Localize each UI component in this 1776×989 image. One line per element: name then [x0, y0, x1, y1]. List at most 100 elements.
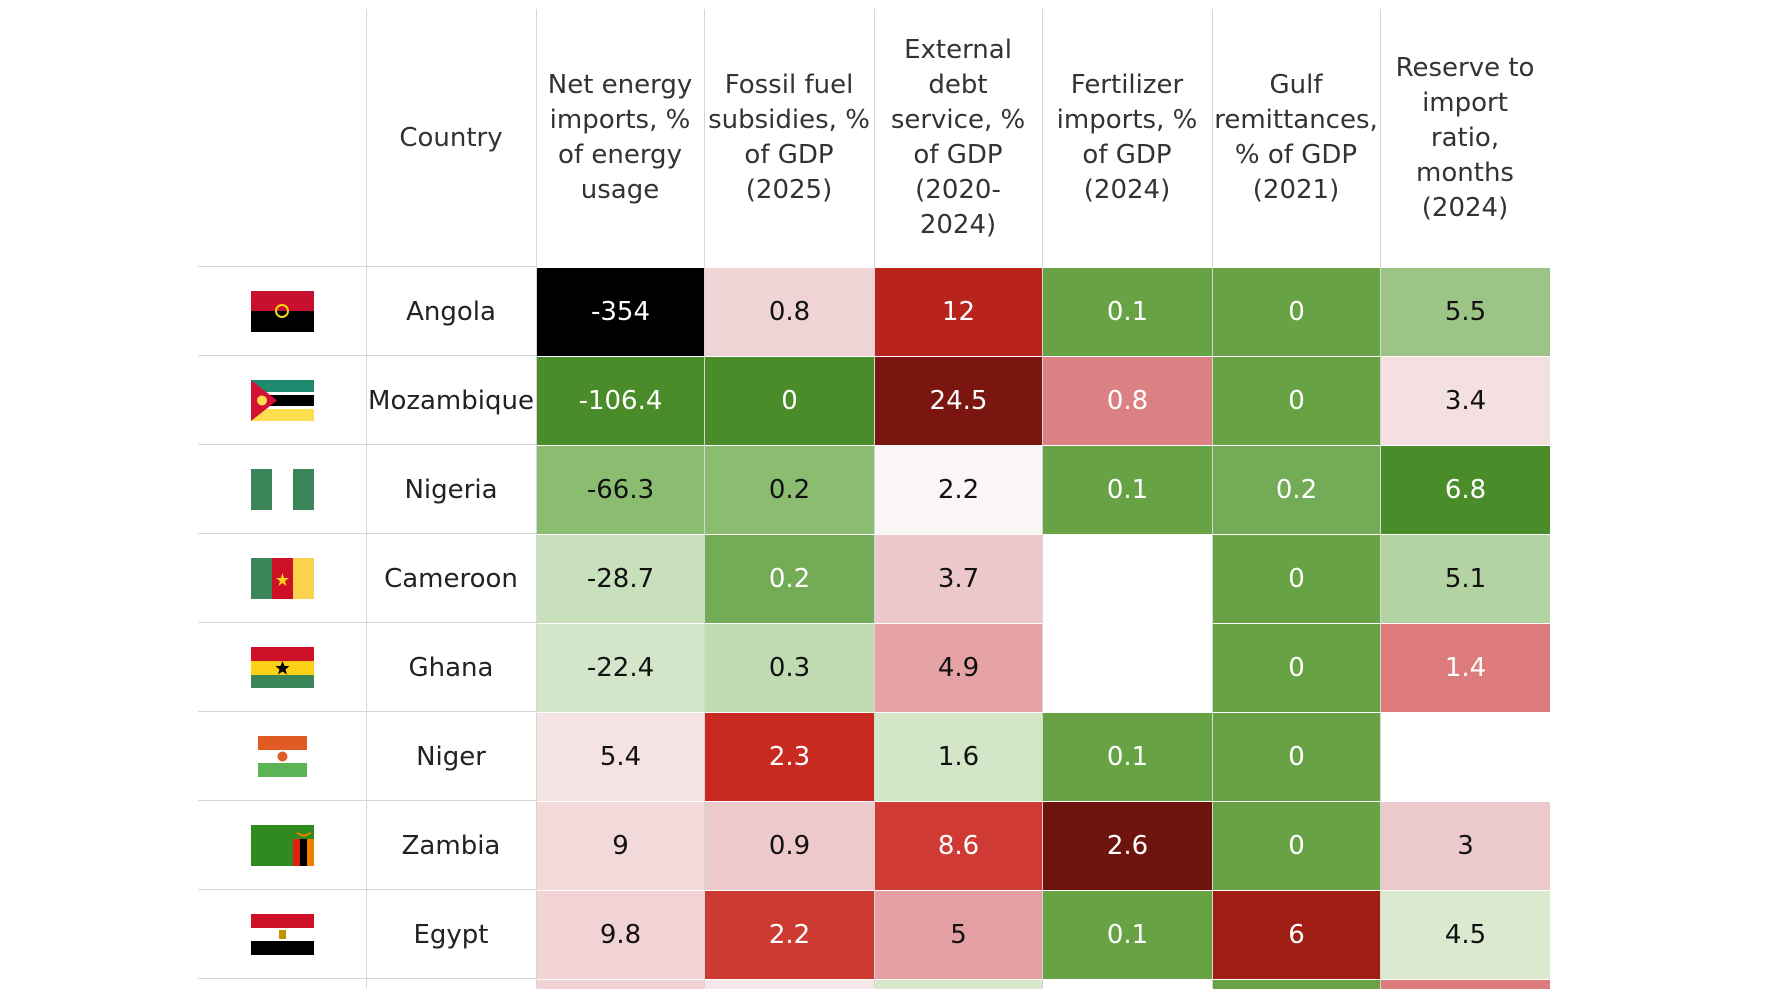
column-divider — [1042, 9, 1043, 988]
value-cell: 2.2 — [705, 891, 874, 979]
partial-cell — [705, 980, 874, 989]
header-cell: Net energy imports, % of energy usage — [547, 70, 693, 205]
value-cell: 5.4 — [537, 713, 704, 801]
partial-cell — [1213, 980, 1380, 989]
value-cell: 5.1 — [1381, 535, 1550, 623]
flag — [257, 736, 307, 777]
value-cell: -354 — [537, 268, 704, 356]
flag-cell — [198, 890, 366, 979]
header-cell: Fertilizer imports, % of GDP (2024) — [1056, 70, 1198, 205]
country-cell: Ghana — [408, 652, 494, 683]
value-cell: 0.8 — [1043, 357, 1212, 445]
value-cell: 0.1 — [1043, 268, 1212, 356]
value-cell — [1043, 624, 1212, 712]
flag-cell — [198, 801, 366, 890]
value-cell: 24.5 — [875, 357, 1042, 445]
flag — [250, 380, 314, 421]
partial-cell — [875, 980, 1042, 989]
header-cell: Fossil fuel subsidies, % of GDP (2025) — [708, 70, 870, 205]
value-cell: 3.7 — [875, 535, 1042, 623]
country-cell: Niger — [416, 741, 486, 772]
value-cell: 4.9 — [875, 624, 1042, 712]
value-cell: 0 — [1213, 713, 1380, 801]
value-cell: 0 — [1213, 624, 1380, 712]
row-divider — [198, 444, 536, 445]
value-cell: 3 — [1381, 802, 1550, 890]
partial-cell — [1043, 980, 1212, 989]
value-cell: 2.6 — [1043, 802, 1212, 890]
row-divider — [198, 355, 536, 356]
row-divider — [198, 711, 536, 712]
country-cell: Cameroon — [384, 563, 518, 594]
column-divider — [874, 9, 875, 988]
value-cell: 3.4 — [1381, 357, 1550, 445]
value-cell: 0.3 — [705, 624, 874, 712]
value-cell: 0 — [705, 357, 874, 445]
country-cell: Egypt — [413, 919, 489, 950]
value-cell: -106.4 — [537, 357, 704, 445]
value-cell: 0.9 — [705, 802, 874, 890]
column-divider — [704, 9, 705, 988]
country-cell: Zambia — [401, 830, 501, 861]
row-divider — [198, 533, 536, 534]
column-divider — [1212, 9, 1213, 988]
value-cell — [1381, 713, 1550, 801]
header-cell: Reserve to import ratio, months (2024) — [1395, 52, 1535, 223]
value-cell: 2.3 — [705, 713, 874, 801]
flag-cell — [198, 356, 366, 445]
value-cell: 5.5 — [1381, 268, 1550, 356]
value-cell: 0.2 — [705, 535, 874, 623]
value-cell: 0 — [1213, 357, 1380, 445]
flag — [250, 558, 314, 599]
value-cell: 1.4 — [1381, 624, 1550, 712]
flag — [250, 914, 314, 955]
value-cell: 0.1 — [1043, 713, 1212, 801]
country-cell: Nigeria — [404, 474, 498, 505]
value-cell: -66.3 — [537, 446, 704, 534]
flag-cell — [198, 534, 366, 623]
row-divider — [198, 622, 536, 623]
partial-cell — [1381, 980, 1550, 989]
column-divider — [536, 9, 537, 988]
flag — [250, 647, 314, 688]
value-cell: 9.8 — [537, 891, 704, 979]
value-cell: -22.4 — [537, 624, 704, 712]
value-cell: 0.1 — [1043, 446, 1212, 534]
row-divider — [198, 889, 536, 890]
column-divider — [1380, 9, 1381, 988]
value-cell: 0.2 — [705, 446, 874, 534]
value-cell: 9 — [537, 802, 704, 890]
row-divider — [198, 266, 536, 267]
column-divider — [366, 9, 367, 988]
value-cell: 0 — [1213, 535, 1380, 623]
country-cell: Angola — [406, 296, 496, 327]
value-cell: 0.2 — [1213, 446, 1380, 534]
value-cell: 0.1 — [1043, 891, 1212, 979]
row-divider — [198, 978, 536, 979]
value-cell: 12 — [875, 268, 1042, 356]
flag-cell — [198, 445, 366, 534]
value-cell: 6 — [1213, 891, 1380, 979]
header-cell: Gulf remittances, % of GDP (2021) — [1214, 70, 1378, 205]
partial-cell — [537, 980, 704, 989]
value-cell — [1043, 535, 1212, 623]
flag-cell — [198, 712, 366, 801]
row-divider — [198, 800, 536, 801]
flag — [250, 291, 314, 332]
value-cell: -28.7 — [537, 535, 704, 623]
flag-cell — [198, 267, 366, 356]
flag-cell — [198, 623, 366, 712]
value-cell: 5 — [875, 891, 1042, 979]
header-cell: Country — [399, 122, 503, 153]
value-cell: 1.6 — [875, 713, 1042, 801]
header-cell: External debt service, % of GDP (2020-20… — [890, 35, 1026, 240]
value-cell: 2.2 — [875, 446, 1042, 534]
flag — [250, 825, 314, 866]
value-cell: 6.8 — [1381, 446, 1550, 534]
value-cell: 0.8 — [705, 268, 874, 356]
value-cell: 8.6 — [875, 802, 1042, 890]
value-cell: 0 — [1213, 802, 1380, 890]
value-cell: 4.5 — [1381, 891, 1550, 979]
